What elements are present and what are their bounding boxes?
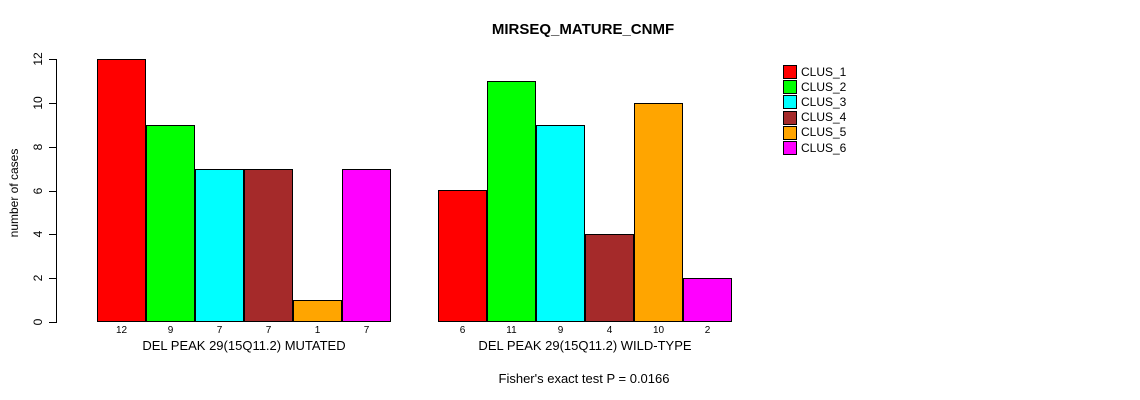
bar-clus_4 <box>244 169 293 322</box>
bar-clus_6 <box>683 278 732 322</box>
group-label: DEL PEAK 29(15Q11.2) WILD-TYPE <box>478 338 692 353</box>
bar-clus_6 <box>342 169 391 322</box>
bar-value-label: 7 <box>216 325 223 336</box>
bar-clus_4 <box>585 234 634 322</box>
bar-value-label: 2 <box>704 325 711 336</box>
y-tick-label: 10 <box>31 96 45 110</box>
legend-swatch-clus_5 <box>783 125 797 140</box>
y-tick-label: 6 <box>31 187 45 194</box>
bar-value-label: 6 <box>459 325 466 336</box>
chart-title: MIRSEQ_MATURE_CNMF <box>491 21 675 38</box>
legend-label-clus_6: CLUS_6 <box>801 140 847 155</box>
y-tick-label: 4 <box>31 230 45 238</box>
bar-clus_1 <box>438 190 487 322</box>
bar-value-label: 9 <box>557 325 564 336</box>
y-tick-mark <box>49 146 56 148</box>
bar-clus_2 <box>146 125 195 322</box>
y-axis-line <box>56 59 57 323</box>
bar-clus_2 <box>487 81 536 322</box>
bar-value-label: 10 <box>652 325 665 336</box>
y-tick-label: 8 <box>31 143 45 150</box>
y-tick-label: 2 <box>31 274 45 282</box>
bar-clus_1 <box>97 59 146 322</box>
y-tick-mark <box>49 59 56 60</box>
legend-label-clus_2: CLUS_2 <box>801 79 847 94</box>
y-tick-mark <box>49 102 56 104</box>
bar-value-label: 12 <box>115 325 128 336</box>
y-tick-label: 0 <box>31 318 45 326</box>
group-label: DEL PEAK 29(15Q11.2) MUTATED <box>142 338 346 353</box>
legend-swatch-clus_1 <box>783 65 797 79</box>
fisher-test-annotation: Fisher's exact test P = 0.0166 <box>498 371 670 386</box>
y-tick-mark <box>49 322 56 323</box>
legend-label-clus_3: CLUS_3 <box>801 94 847 109</box>
bar-value-label: 11 <box>506 325 517 336</box>
y-tick-mark <box>49 234 56 236</box>
legend-label-clus_5: CLUS_5 <box>801 125 847 140</box>
y-tick-label: 12 <box>31 52 45 66</box>
bar-clus_5 <box>293 300 342 322</box>
bar-value-label: 4 <box>606 325 613 336</box>
y-tick-mark <box>49 190 56 192</box>
legend-label-clus_1: CLUS_1 <box>801 64 847 79</box>
bar-value-label: 9 <box>167 325 174 336</box>
y-axis-label: number of cases <box>7 148 21 238</box>
legend-swatch-clus_6 <box>783 141 797 155</box>
bar-clus_5 <box>634 103 683 322</box>
legend-label-clus_4: CLUS_4 <box>801 110 847 125</box>
bar-clus_3 <box>195 169 244 322</box>
bar-clus_3 <box>536 125 585 322</box>
bar-value-label: 7 <box>363 325 370 336</box>
y-tick-mark <box>49 278 56 280</box>
bar-value-label: 7 <box>265 325 272 336</box>
bar-value-label: 1 <box>314 325 321 336</box>
legend-swatch-clus_2 <box>783 80 797 95</box>
legend-swatch-clus_4 <box>783 110 797 125</box>
legend-swatch-clus_3 <box>783 95 797 110</box>
